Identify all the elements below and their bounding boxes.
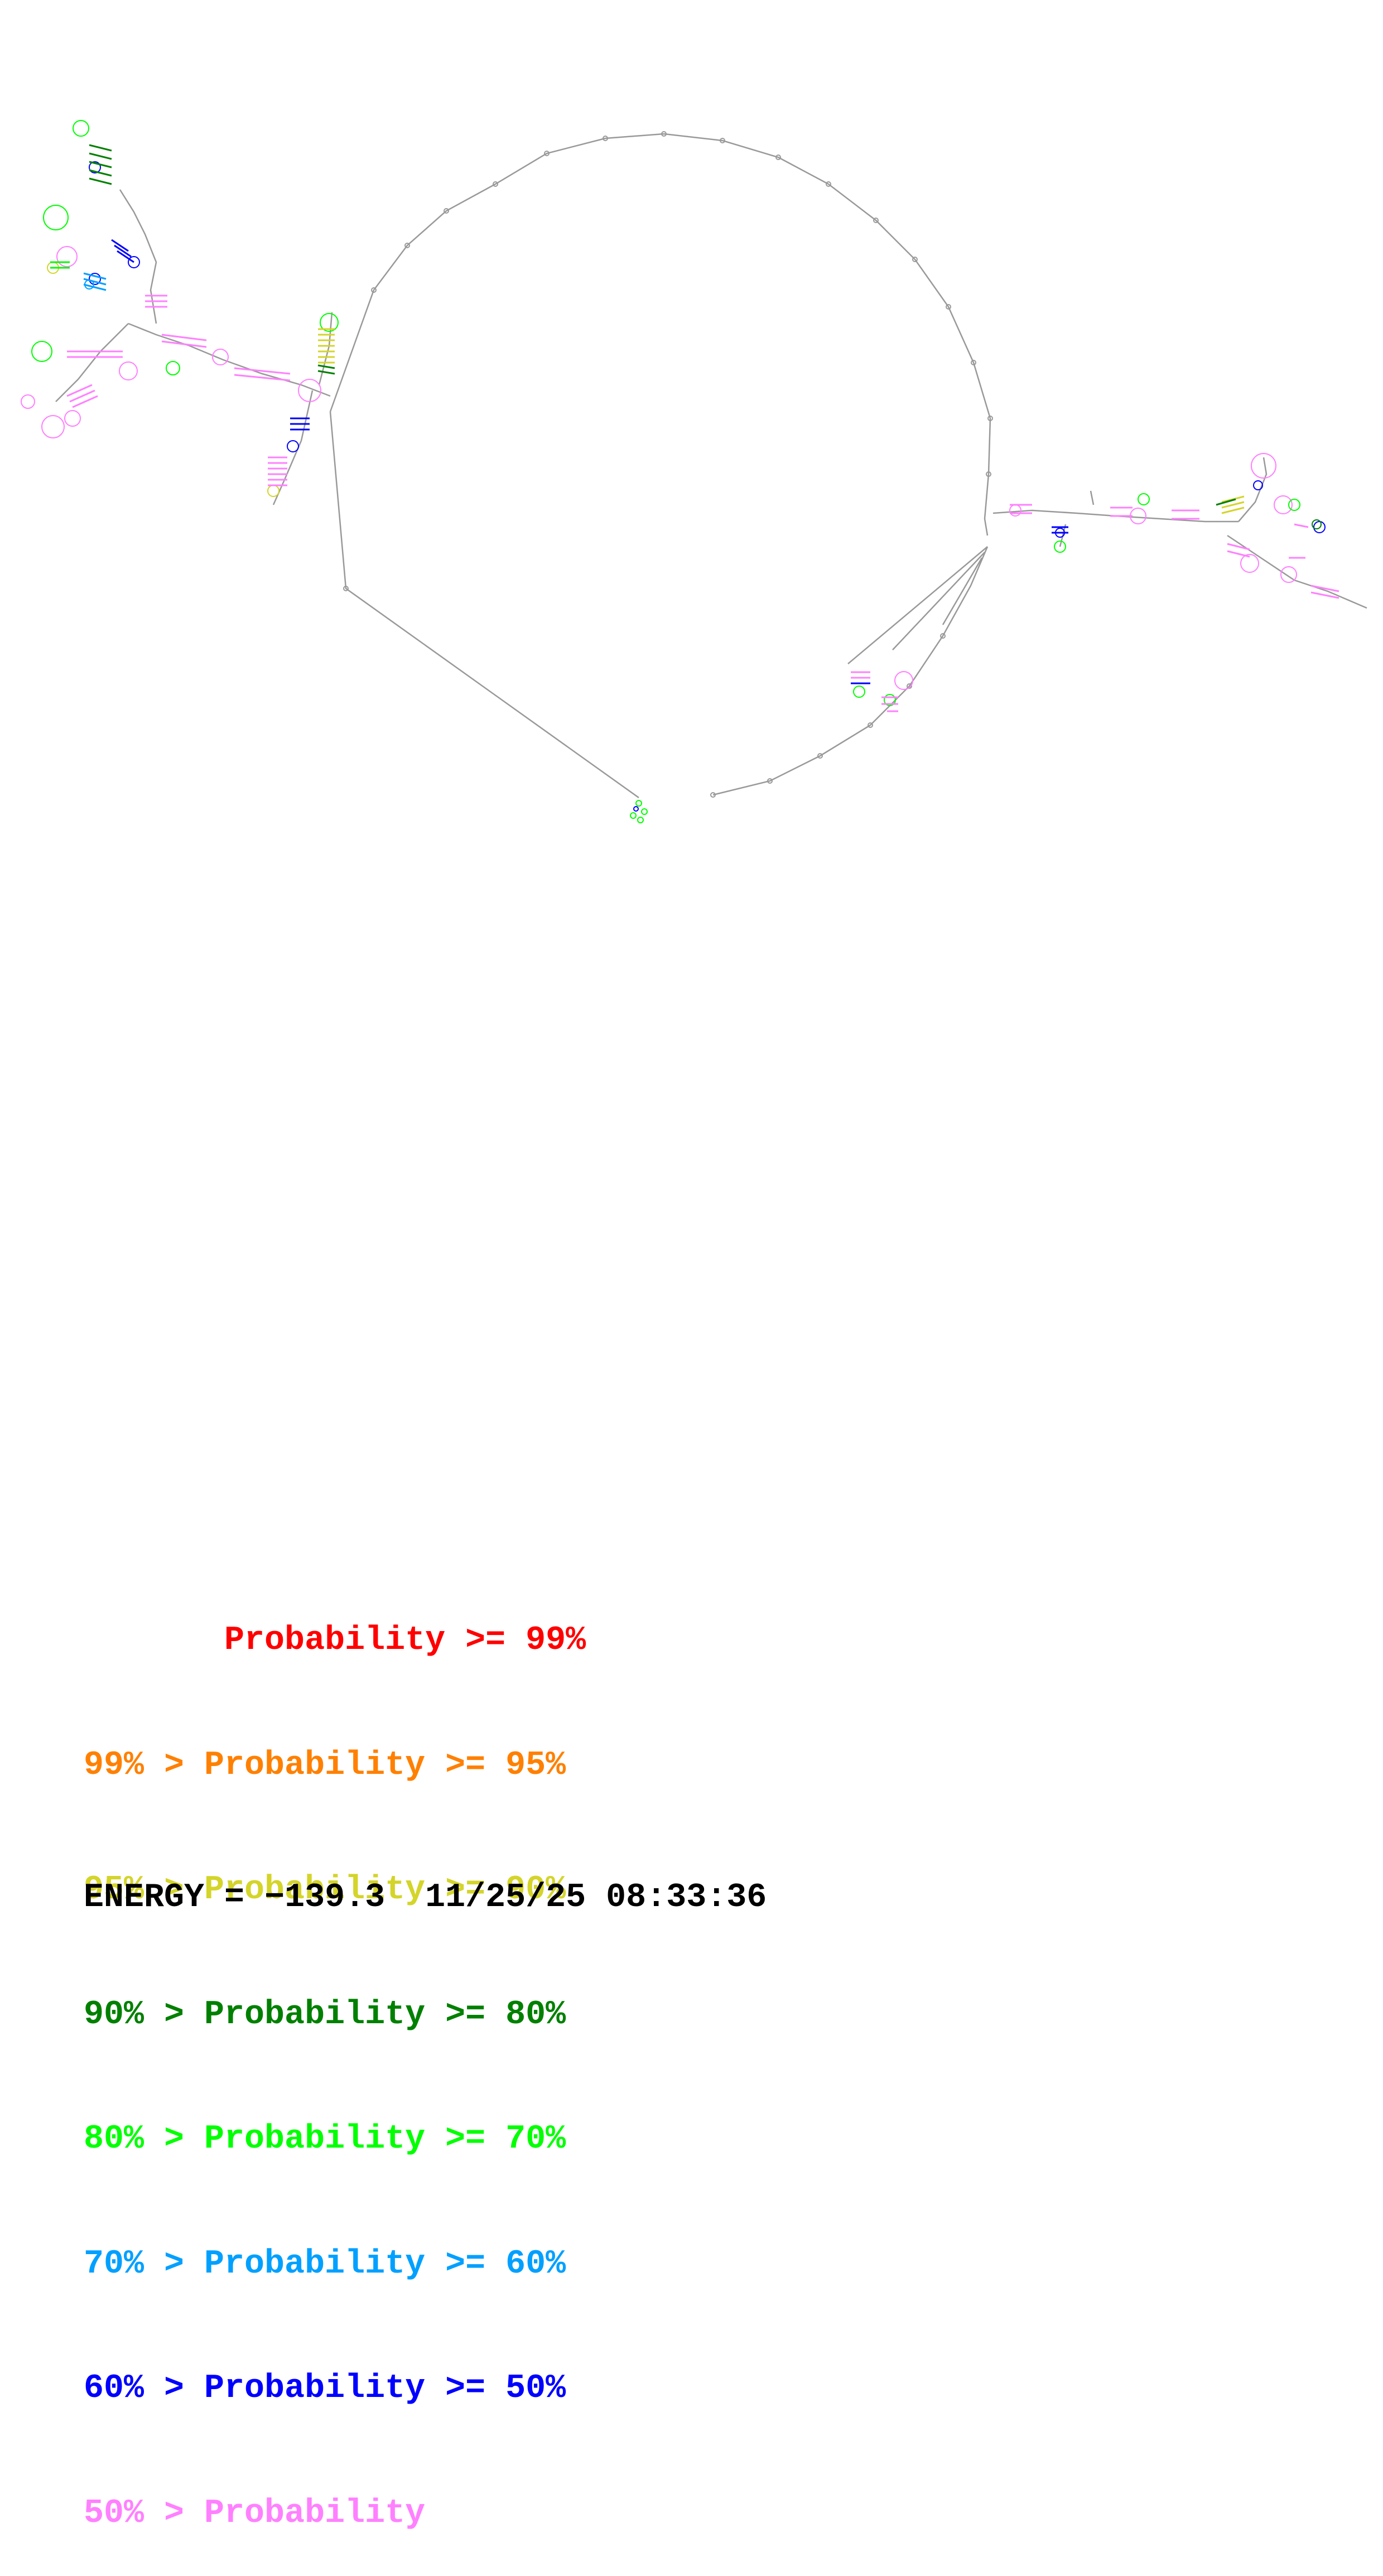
energy-label: ENERGY = bbox=[84, 1879, 265, 1917]
backbone-bottom-right bbox=[712, 546, 989, 796]
legend-row-90: 95% > Probability >= 90% bbox=[84, 1871, 566, 1909]
backbone bbox=[55, 133, 1367, 799]
base-dots bbox=[21, 120, 1326, 823]
rna-secondary-structure bbox=[21, 120, 1367, 823]
legend-row-50: 60% > Probability >= 50% bbox=[84, 2370, 566, 2408]
backbone-arc bbox=[329, 133, 991, 536]
legend-row-99: Probability >= 99% bbox=[84, 1622, 586, 1660]
legend-row-60: 70% > Probability >= 60% bbox=[84, 2245, 566, 2283]
legend-row-below-50: 50% > Probability bbox=[84, 2494, 426, 2532]
backbone-cross-links bbox=[847, 546, 988, 664]
legend-row-70: 80% > Probability >= 70% bbox=[84, 2120, 566, 2158]
backbone-to-bottom-hairpin bbox=[329, 411, 639, 799]
legend-row-95: 99% > Probability >= 95% bbox=[84, 1746, 566, 1784]
base-pair-stems bbox=[50, 144, 1339, 712]
legend-row-80: 90% > Probability >= 80% bbox=[84, 1995, 566, 2034]
left-domain-stem bbox=[128, 322, 331, 397]
energy-value: −139.3 bbox=[264, 1879, 385, 1917]
probability-legend: Probability >= 99% 99% > Probability >= … bbox=[84, 1537, 586, 2576]
energy-footer: ENERGY = −139.3 11/25/25 08:33:36 bbox=[84, 1879, 767, 1917]
timestamp: 11/25/25 08:33:36 bbox=[425, 1879, 767, 1917]
